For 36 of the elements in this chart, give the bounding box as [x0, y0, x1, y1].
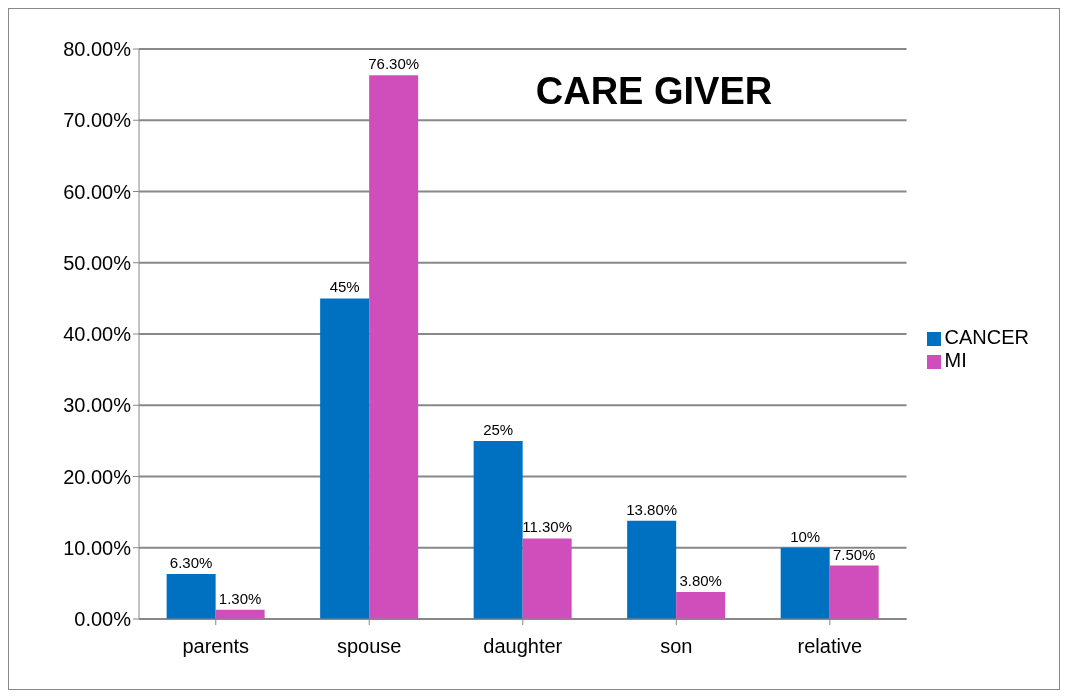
x-tick-label: daughter: [483, 635, 563, 658]
bar: [829, 565, 879, 619]
legend-label: CANCER: [944, 326, 1029, 348]
y-tick-label: 50.00%: [63, 251, 132, 274]
data-label: 13.80%: [626, 500, 678, 518]
x-tick-label: spouse: [337, 635, 402, 658]
bar: [320, 298, 370, 619]
y-tick-label: 10.00%: [63, 536, 132, 559]
x-tick-label: son: [660, 635, 693, 658]
y-tick-label: 30.00%: [63, 394, 132, 417]
bar: [780, 547, 830, 619]
data-label: 11.30%: [522, 518, 573, 536]
y-tick-label: 60.00%: [63, 180, 132, 203]
data-label: 10%: [790, 527, 821, 545]
bar: [166, 574, 216, 619]
y-tick-label: 70.00%: [63, 109, 132, 132]
bar: [369, 75, 419, 619]
y-tick-label: 20.00%: [63, 465, 132, 488]
data-label: 76.30%: [368, 55, 420, 73]
data-label: 7.50%: [832, 545, 876, 563]
data-label: 25%: [483, 420, 514, 438]
data-label: 1.30%: [218, 589, 262, 607]
x-tick-label: parents: [182, 635, 250, 658]
bar: [627, 520, 677, 619]
data-label: 45%: [329, 278, 360, 296]
data-label: 6.30%: [169, 554, 213, 572]
text: CARE GIVER: [535, 70, 773, 112]
bar: [522, 538, 572, 619]
y-tick-label: 0.00%: [74, 608, 132, 631]
data-label: 3.80%: [679, 571, 722, 589]
y-tick-label: 40.00%: [63, 323, 132, 346]
x-tick-label: relative: [797, 635, 863, 658]
legend-label: MI: [944, 349, 967, 371]
bar: [676, 591, 726, 619]
bar: [473, 440, 523, 619]
y-tick-label: 80.00%: [63, 38, 132, 61]
